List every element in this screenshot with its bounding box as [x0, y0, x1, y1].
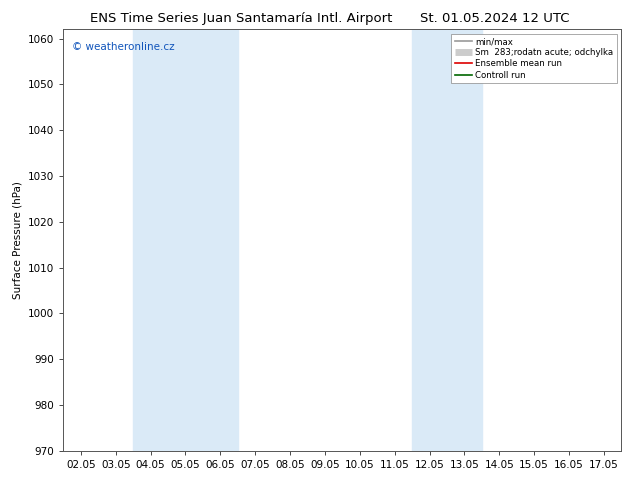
Text: St. 01.05.2024 12 UTC: St. 01.05.2024 12 UTC	[420, 12, 569, 25]
Legend: min/max, Sm  283;rodatn acute; odchylka, Ensemble mean run, Controll run: min/max, Sm 283;rodatn acute; odchylka, …	[451, 34, 617, 83]
Y-axis label: Surface Pressure (hPa): Surface Pressure (hPa)	[13, 181, 23, 299]
Bar	[133, 29, 238, 451]
Bar	[412, 29, 482, 451]
Text: ENS Time Series Juan Santamaría Intl. Airport: ENS Time Series Juan Santamaría Intl. Ai…	[90, 12, 392, 25]
Text: © weatheronline.cz: © weatheronline.cz	[72, 42, 174, 52]
